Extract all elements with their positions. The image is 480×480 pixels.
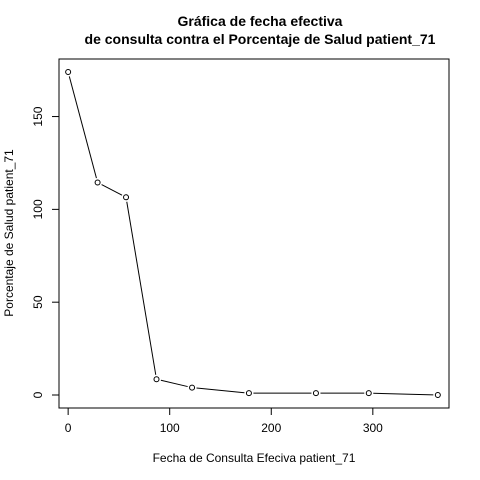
line-segment-0 <box>68 76 97 179</box>
data-point-4 <box>189 384 196 391</box>
chart-title-line1: Gráfica de fecha efectiva <box>178 13 343 29</box>
x-tick-label-2: 200 <box>261 421 281 435</box>
data-point-1 <box>94 179 101 186</box>
y-axis-label: Porcentaje de Salud patient_71 <box>2 149 16 317</box>
x-tick-label-0: 0 <box>65 421 72 435</box>
y-tick-label-2: 100 <box>31 199 45 219</box>
data-point-8 <box>434 392 441 399</box>
line-segment-7 <box>373 392 434 396</box>
y-tick-label-0: 0 <box>31 391 45 398</box>
chart-title-line2: de consulta contra el Porcentaje de Salu… <box>85 31 436 47</box>
data-point-2 <box>123 194 130 201</box>
x-axis: 0 100 200 300 <box>65 408 383 435</box>
data-point-6 <box>312 390 319 397</box>
x-tick-label-1: 100 <box>160 421 180 435</box>
data-point-3 <box>153 376 160 383</box>
plot-frame <box>58 58 450 409</box>
data-point-0 <box>65 68 72 75</box>
line-segment-2 <box>126 201 157 375</box>
data-point-7 <box>365 390 372 397</box>
y-axis: 0 50 100 150 <box>31 106 59 398</box>
line-segment-3 <box>160 379 188 388</box>
line-segment-1 <box>101 184 123 196</box>
series-line <box>65 68 441 399</box>
data-point-5 <box>245 390 252 397</box>
y-tick-label-3: 150 <box>31 106 45 126</box>
line-segment-4 <box>196 387 245 394</box>
y-tick-label-1: 50 <box>31 295 45 309</box>
x-axis-label: Fecha de Consulta Efeciva patient_71 <box>153 451 356 465</box>
x-tick-label-3: 300 <box>363 421 383 435</box>
